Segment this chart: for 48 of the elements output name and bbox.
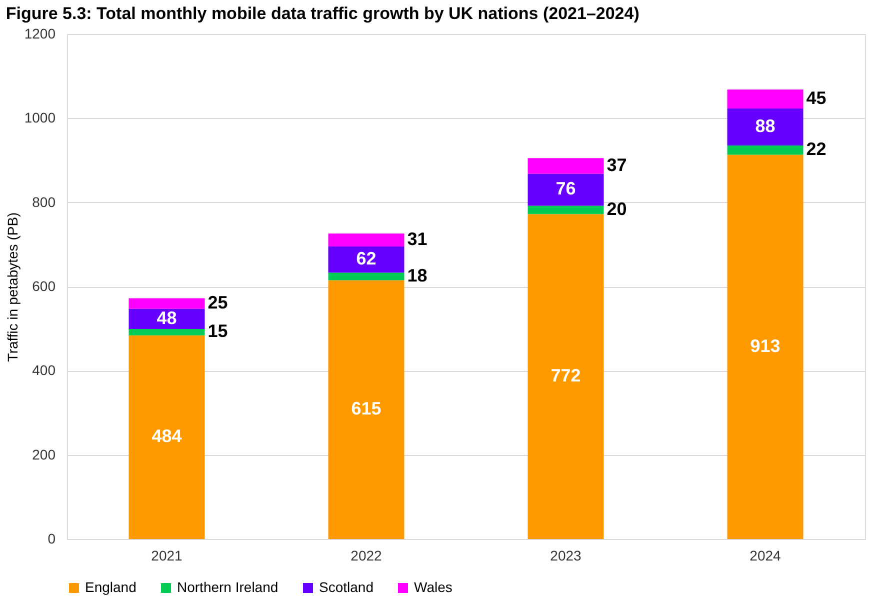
data-label: 48 [156,308,177,328]
bar [528,214,604,539]
data-label: 18 [407,265,428,286]
bar [528,174,604,206]
legend-label: Wales [414,579,452,595]
bar [528,158,604,174]
bar [727,154,804,539]
y-tick-label: 800 [32,194,56,210]
bar [528,206,604,214]
bar [328,280,404,539]
data-label: 913 [750,336,780,356]
bar [128,298,205,309]
y-tick-label: 1200 [24,26,56,42]
bar [328,272,404,280]
data-label: 62 [356,248,376,269]
bar [727,108,804,146]
bar [328,246,404,273]
data-label: 20 [606,198,627,219]
bar [727,90,804,108]
data-label: 25 [208,292,228,313]
data-label: 88 [755,116,776,136]
x-tick-label: 2024 [750,548,782,564]
y-tick-label: 0 [48,530,56,546]
y-tick-label: 400 [32,362,56,378]
bar [328,233,404,247]
data-label: 37 [606,154,627,175]
y-tick-label: 1000 [24,110,56,126]
legend-label: Scotland [319,579,374,595]
bar [128,329,205,336]
bar [727,146,804,155]
data-label: 76 [556,178,576,199]
y-tick-label: 600 [32,278,56,294]
data-label: 15 [208,321,228,342]
legend-label: England [85,579,136,595]
data-label: 22 [806,139,826,160]
y-tick-label: 200 [32,446,56,462]
y-axis-title: Traffic in petabytes (PB) [4,212,20,362]
x-tick-label: 2023 [550,548,582,564]
chart-title: Figure 5.3: Total monthly mobile data traffic growth by UK nations (2021–2024) [6,4,640,23]
data-label: 45 [806,88,826,108]
data-label: 484 [152,426,182,446]
data-label: 31 [407,229,428,249]
x-tick-label: 2022 [350,548,382,564]
bar [128,335,205,539]
x-tick-label: 2021 [151,548,183,564]
data-label: 772 [550,366,581,386]
legend-label: Northern Ireland [177,579,278,595]
data-label: 615 [351,398,382,419]
